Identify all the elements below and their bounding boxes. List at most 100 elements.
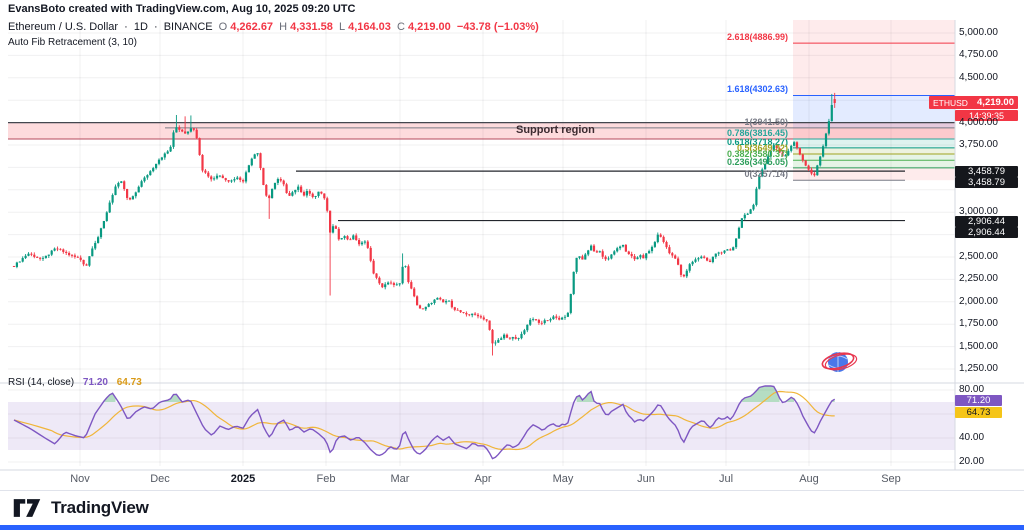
price-axis-label[interactable]: 1,250.00	[959, 363, 998, 374]
candle-body	[175, 127, 178, 133]
candle-body	[627, 251, 630, 255]
candle-body	[462, 312, 465, 313]
time-axis-label[interactable]: Feb	[316, 473, 336, 485]
candle-body	[239, 177, 242, 181]
rsi-line[interactable]	[13, 385, 836, 460]
candle-body	[456, 309, 459, 311]
candle-body	[79, 257, 82, 260]
price-axis-label[interactable]: 4,750.00	[959, 49, 998, 61]
tradingview-logo-icon[interactable]	[12, 495, 42, 521]
price-axis-label[interactable]: 4,500.00	[959, 71, 998, 83]
rsi-title[interactable]: RSI (14, close)	[8, 377, 75, 388]
candle-body	[233, 179, 236, 181]
candle-body	[474, 313, 477, 315]
price-axis-label[interactable]: 4,000.00	[959, 116, 998, 128]
candle-body	[186, 131, 190, 134]
candle-body	[195, 129, 198, 139]
candle-body	[732, 247, 735, 251]
candle-body	[639, 255, 642, 258]
candle-body	[172, 132, 175, 147]
candle-body	[488, 320, 491, 330]
time-axis-label[interactable]: Mar	[390, 473, 410, 485]
candle-body	[311, 193, 314, 197]
candle-body	[192, 128, 195, 130]
candle-body	[140, 181, 143, 187]
candle-body	[27, 253, 30, 256]
time-axis-label[interactable]: Dec	[150, 473, 170, 485]
candle-body	[810, 169, 813, 174]
bottom-accent-bar	[0, 525, 1024, 530]
price-axis-label[interactable]: 2,000.00	[959, 295, 998, 307]
candle-body	[343, 236, 346, 239]
candle-body	[253, 154, 256, 159]
candle-body	[706, 257, 709, 261]
candle-body	[271, 188, 274, 199]
candle-body	[50, 250, 53, 255]
candle-body	[476, 314, 480, 317]
interval-label[interactable]: 1D	[133, 21, 148, 33]
candle-body	[395, 284, 398, 286]
price-axis-label[interactable]: 1,750.00	[959, 318, 998, 330]
candle-body	[694, 259, 697, 262]
fib-level-label-0.5: 0.5(3649.32)	[736, 143, 788, 154]
last-price-symbol: ETHUSD	[933, 97, 968, 108]
price-axis-label[interactable]: 2,500.00	[959, 251, 998, 262]
candle-body	[323, 193, 326, 199]
candle-body	[642, 255, 645, 259]
candle-body	[445, 301, 448, 303]
candle-body	[650, 246, 654, 252]
symbol-title[interactable]: Ethereum / U.S. Dollar	[8, 21, 119, 33]
candle-body	[268, 195, 271, 199]
candle-body	[795, 142, 799, 148]
candle-body	[624, 244, 627, 252]
candle-body	[349, 239, 352, 241]
price-axis-label[interactable]: 2,250.00	[959, 273, 998, 285]
candle-body	[56, 248, 59, 250]
price-axis-label[interactable]: 3,750.00	[959, 139, 998, 150]
candle-body	[256, 153, 259, 155]
candle-body	[793, 142, 796, 146]
candle-body	[450, 300, 453, 308]
support-region-label[interactable]: Support region	[516, 124, 595, 136]
planet-sticker-icon[interactable]	[821, 350, 858, 372]
time-axis-label[interactable]: May	[552, 473, 574, 485]
candle-body	[198, 138, 201, 155]
candles-layer[interactable]	[12, 92, 836, 356]
time-axis-label[interactable]: Sep	[881, 473, 901, 485]
price-axis-label[interactable]: 1,500.00	[959, 340, 998, 352]
time-axis-label[interactable]: Apr	[474, 473, 492, 485]
price-axis-label[interactable]: 3,000.00	[959, 206, 998, 218]
candle-body	[648, 251, 651, 254]
candle-body	[189, 128, 192, 132]
candle-body	[76, 256, 79, 258]
candle-body	[363, 241, 366, 243]
support-region-rect[interactable]	[8, 122, 955, 140]
candle-body	[134, 192, 137, 197]
candle-body	[459, 310, 462, 313]
indicator-legend-fib[interactable]: Auto Fib Retracement (3, 10)	[8, 37, 137, 48]
rsi-axis-label[interactable]: 20.00	[959, 456, 985, 467]
candle-body	[558, 317, 561, 320]
ohlc-open-label: O	[218, 21, 228, 33]
candle-body	[505, 334, 509, 338]
rsi-axis-label[interactable]: 40.00	[959, 432, 985, 443]
candle-countdown-badge: 14:39:35	[955, 110, 1018, 121]
candle-body	[766, 156, 770, 164]
time-axis-label[interactable]: Aug	[799, 473, 819, 485]
candle-body	[326, 198, 329, 211]
time-axis-label[interactable]: Jun	[637, 473, 655, 485]
time-axis-label[interactable]: Nov	[70, 473, 90, 485]
candle-body	[15, 262, 18, 267]
price-line-badge: 2,906.44	[955, 215, 1018, 227]
candle-body	[636, 257, 639, 260]
rsi-axis-label[interactable]: 80.00	[959, 384, 985, 395]
candle-body	[401, 266, 404, 284]
time-axis-label[interactable]: 2025	[230, 473, 256, 485]
fib-level-label-0.382: 0.382(3580.37)	[726, 149, 788, 160]
price-line-badge: 3,458.79	[955, 177, 1018, 189]
brand-name[interactable]: TradingView	[51, 497, 149, 517]
time-axis-label[interactable]: Jul	[718, 473, 734, 485]
candle-body	[224, 178, 227, 181]
price-axis-label[interactable]: 5,000.00	[959, 27, 998, 38]
